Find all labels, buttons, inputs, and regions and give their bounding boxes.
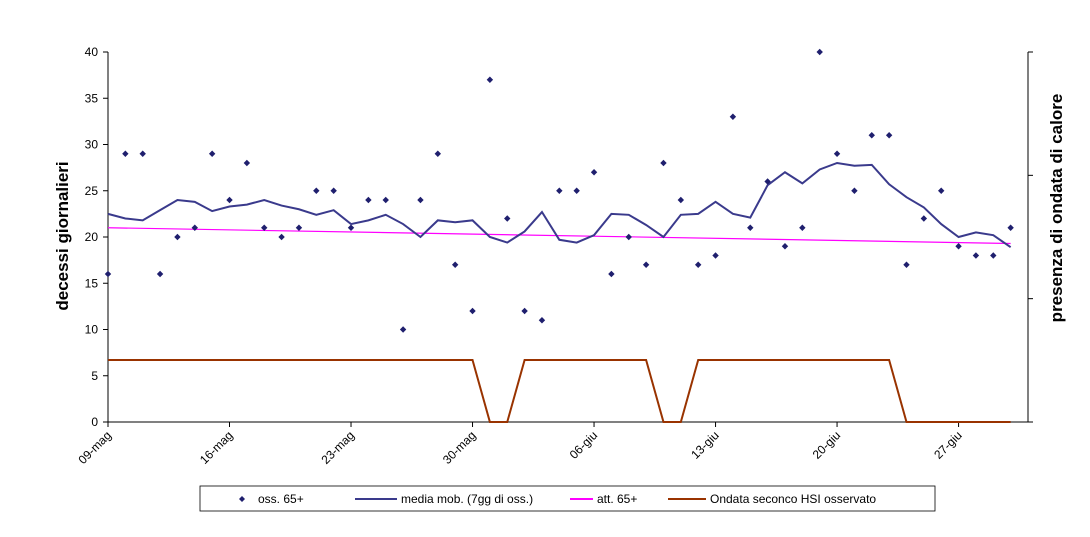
x-tick-label: 30-mag (440, 428, 479, 467)
observed-point (1007, 224, 1014, 231)
observed-point (122, 150, 129, 157)
observed-point (139, 150, 146, 157)
observed-point (885, 132, 893, 139)
observed-point (677, 196, 685, 204)
x-tick-label: 27-giu (931, 428, 964, 461)
y-tick-label: 20 (85, 230, 99, 244)
observed-point (590, 169, 598, 176)
legend-box (199, 485, 936, 512)
y2-axis-ticks (1028, 51, 1033, 423)
legend-label: oss. 65+ (258, 492, 304, 506)
observed-point (504, 215, 511, 222)
y-tick-label: 40 (85, 45, 99, 59)
observed-point (313, 187, 320, 194)
observed-point (486, 76, 494, 83)
observed-point (347, 224, 355, 231)
observed-point (660, 159, 667, 167)
observed-point (382, 196, 389, 204)
observed-point (903, 261, 910, 268)
observed-point (434, 150, 442, 157)
observed-point (243, 159, 251, 167)
observed-point (417, 196, 424, 204)
observed-point (920, 215, 928, 222)
y-tick-label: 15 (85, 276, 99, 290)
observed-point (972, 252, 980, 259)
x-tick-label: 06-giu (567, 428, 600, 461)
observed-point (938, 187, 945, 194)
observed-point (816, 48, 823, 56)
y-tick-label: 25 (85, 184, 99, 198)
observed-point (295, 224, 303, 231)
observed-point (174, 233, 181, 241)
heatwave-line (108, 359, 1011, 423)
observed-point (573, 187, 580, 194)
y-axis-ticks: 0 5 10 15 20 25 30 35 40 (85, 45, 108, 429)
observed-point (521, 307, 528, 315)
y-tick-label: 0 (91, 415, 98, 429)
observed-point (799, 224, 806, 231)
observed-point (694, 261, 702, 268)
observed-point (451, 261, 459, 268)
observed-point (729, 113, 737, 120)
series-layer (104, 48, 1014, 423)
observed-point (226, 196, 233, 204)
x-tick-label: 16-mag (197, 428, 236, 467)
observed-point (261, 224, 268, 231)
x-tick-label: 09-mag (75, 428, 114, 467)
observed-point (608, 270, 615, 278)
x-tick-label: 20-giu (810, 428, 843, 461)
observed-point (955, 243, 962, 250)
observed-point (191, 224, 198, 231)
observed-point (208, 150, 216, 157)
observed-point (469, 307, 476, 315)
y2-axis-title: presenza di ondata di calore (1047, 94, 1066, 323)
observed-point (556, 187, 563, 194)
observed-point (104, 270, 112, 278)
observed-point (851, 187, 858, 194)
y-tick-label: 35 (85, 91, 99, 105)
observed-point (625, 233, 632, 241)
y-tick-label: 30 (85, 138, 99, 152)
observed-point (399, 326, 407, 333)
observed-point (365, 196, 372, 204)
observed-point (538, 317, 546, 324)
observed-point (156, 270, 164, 278)
observed-point (990, 252, 997, 259)
observed-point (764, 178, 771, 185)
x-tick-label: 23-mag (318, 428, 357, 467)
moving-average-line (107, 161, 1012, 248)
legend-label: Ondata seconco HSI osservato (710, 492, 876, 506)
observed-point (781, 243, 789, 250)
y-tick-label: 10 (85, 323, 99, 337)
observed-point (642, 261, 650, 268)
observed-point (712, 252, 719, 259)
legend-marker (239, 496, 245, 502)
legend-label: media mob. (7gg di oss.) (401, 492, 533, 506)
observed-point (278, 233, 285, 241)
y-tick-label: 5 (91, 369, 98, 383)
x-axis-ticks: 09-mag 16-mag 23-mag 30-mag 06-giu 13-giu 20-g… (75, 422, 965, 467)
observed-point (833, 150, 841, 157)
legend: oss. 65+ media mob. (7gg di oss.) att. 65+… (199, 485, 936, 512)
observed-point (868, 132, 875, 139)
x-tick-label: 13-giu (688, 428, 721, 461)
observed-point (747, 224, 754, 231)
observed-point (330, 187, 337, 194)
expected-line (107, 227, 1011, 245)
legend-label: att. 65+ (597, 492, 637, 506)
y-axis-title: decessi giornalieri (53, 161, 72, 310)
